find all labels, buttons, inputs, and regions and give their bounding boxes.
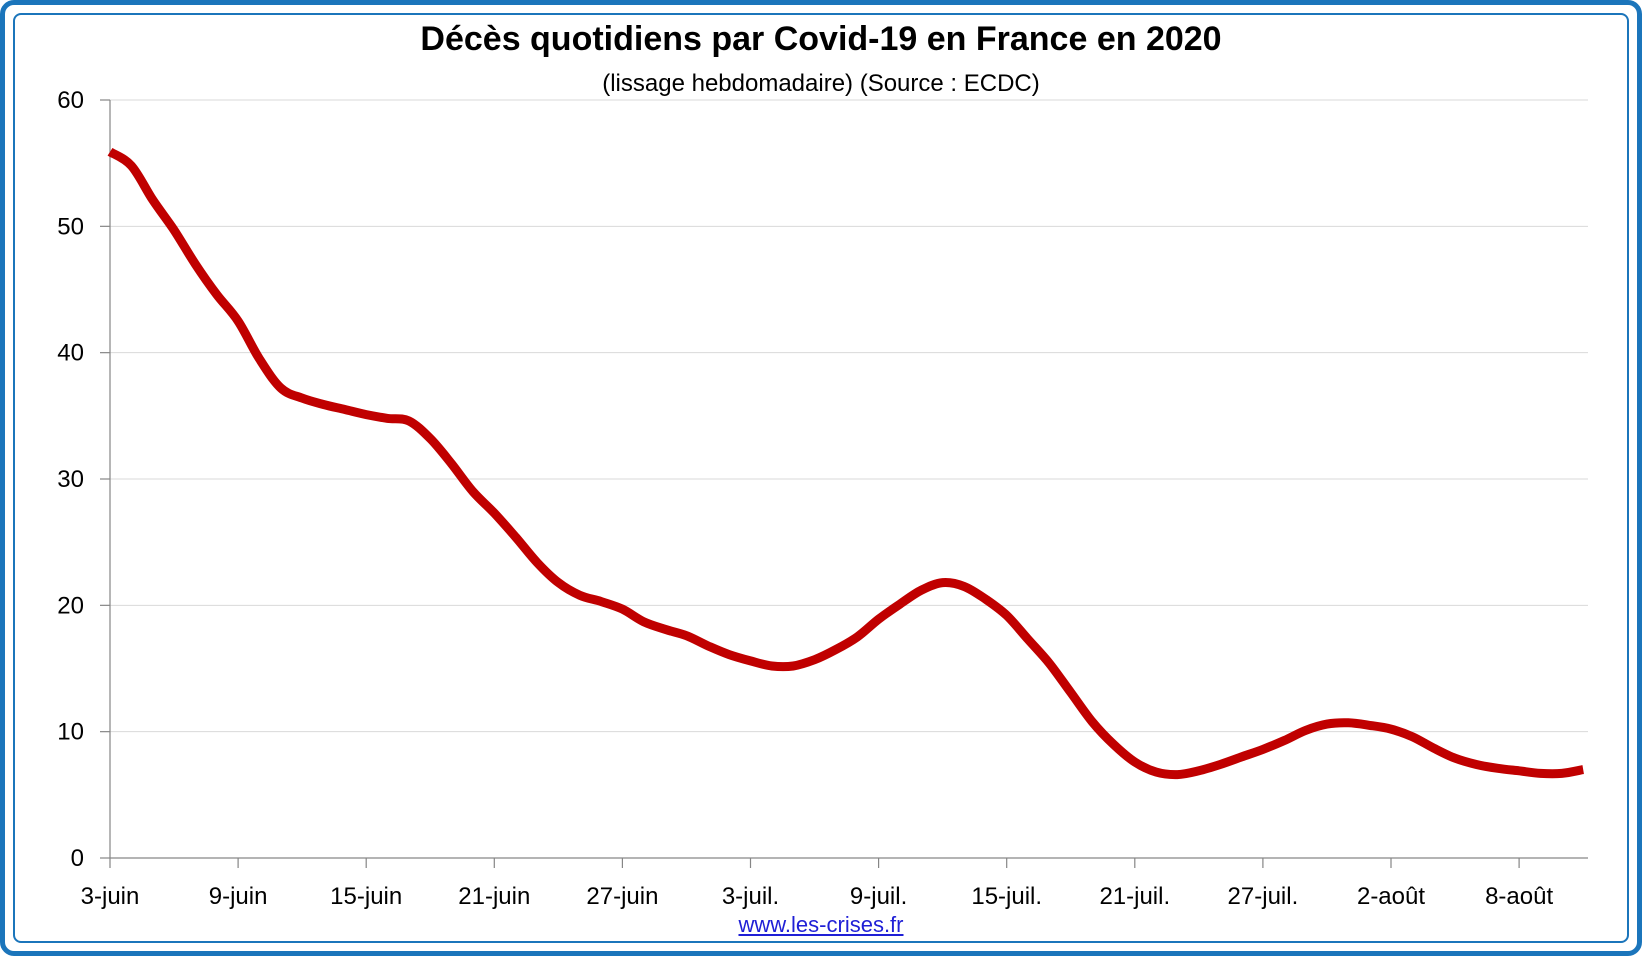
x-tick-label: 15-juin [330,883,402,910]
x-tick-label: 27-juil. [1228,883,1299,910]
x-tick-label: 15-juil. [971,883,1042,910]
x-tick-label: 9-juin [209,883,268,910]
source-link[interactable]: www.les-crises.fr [738,912,904,937]
x-tick-label: 21-juil. [1099,883,1170,910]
x-tick-label: 8-août [1485,883,1553,910]
y-tick-label: 10 [57,719,84,746]
x-tick-label: 3-juin [81,883,140,910]
y-tick-label: 20 [57,592,84,619]
x-tick-label: 2-août [1357,883,1425,910]
y-tick-label: 0 [71,845,84,872]
x-tick-label: 27-juin [586,883,658,910]
chart-subtitle: (lissage hebdomadaire) (Source : ECDC) [602,70,1040,97]
axes: 0 10 20 30 40 50 60 3-juin 9-juin 15-juin 21-juin 2… [57,87,1588,910]
series-layer [107,147,1585,780]
y-tick-label: 30 [57,466,84,493]
series-line-0 [107,147,1585,780]
y-tick-label: 50 [57,213,84,240]
chart-frame-inner-border [13,13,1629,943]
x-tick-label: 21-juin [458,883,530,910]
gridlines [110,99,1588,733]
x-tick-label: 3-juil. [722,883,779,910]
chart-title: Décès quotidiens par Covid-19 en France … [420,20,1222,58]
x-tick-label: 9-juil. [850,883,907,910]
y-tick-label: 60 [57,87,84,114]
y-tick-label: 40 [57,340,84,367]
